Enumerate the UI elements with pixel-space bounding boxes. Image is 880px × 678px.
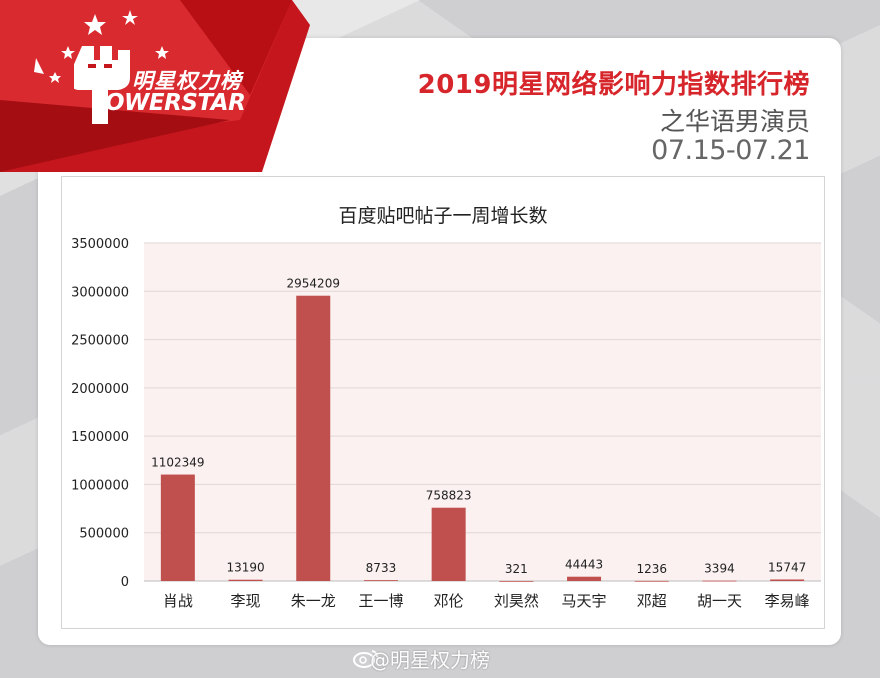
x-tick-label: 李现 <box>231 592 261 610</box>
y-tick-label: 3500000 <box>71 237 129 252</box>
y-tick-label: 2500000 <box>71 334 129 349</box>
data-label: 3394 <box>704 562 735 576</box>
chart-title: 百度贴吧帖子一周增长数 <box>338 205 547 227</box>
data-label: 15747 <box>768 560 806 574</box>
bar <box>363 580 398 581</box>
x-tick-label: 刘昊然 <box>494 592 539 610</box>
plot-background <box>144 243 821 581</box>
x-tick-label: 肖战 <box>163 592 193 610</box>
y-tick-label: 1500000 <box>71 430 129 445</box>
page-subtitle: 之华语男演员 <box>659 107 810 136</box>
data-label: 2954209 <box>287 277 340 291</box>
y-tick-label: 3000000 <box>71 285 129 300</box>
y-tick-label: 2000000 <box>71 382 129 397</box>
x-tick-label: 马天宇 <box>562 592 607 610</box>
bar <box>499 580 534 582</box>
star-icon <box>34 58 44 74</box>
powerstar-logo: 明星权力榜 OWERSTAR <box>74 44 284 124</box>
y-tick-label: 1000000 <box>71 478 129 493</box>
page-title: 2019明星网络影响力指数排行榜 <box>417 70 810 100</box>
y-tick-label: 0 <box>121 575 129 590</box>
x-tick-label: 王一博 <box>358 592 403 610</box>
bar <box>634 580 669 582</box>
x-tick-label: 邓超 <box>637 592 667 610</box>
logo-en-text: OWERSTAR <box>105 90 246 116</box>
bar <box>160 474 195 581</box>
plot-area: 0 500000 1000000 1500000 2000000 2500000 30000… <box>71 237 821 610</box>
data-label: 1102349 <box>151 456 204 470</box>
x-tick-label: 李易峰 <box>765 592 810 610</box>
bar <box>567 576 602 581</box>
bar <box>431 507 466 581</box>
x-tick-label: 胡一天 <box>697 592 742 610</box>
bar <box>702 580 737 582</box>
data-label: 44443 <box>565 558 603 572</box>
bar-chart: 百度贴吧帖子一周增长数 0 500000 1000000 1500000 2000000… <box>71 205 821 610</box>
weibo-icon <box>353 650 378 668</box>
brand-banner <box>0 0 310 172</box>
bar <box>770 579 805 581</box>
bar <box>296 295 331 581</box>
date-range: 07.15-07.21 <box>651 135 810 166</box>
fist-icon <box>74 46 130 124</box>
data-label: 758823 <box>426 489 472 503</box>
data-label: 8733 <box>366 561 397 575</box>
logo-cn-text: 明星权力榜 <box>132 69 242 93</box>
y-tick-label: 500000 <box>79 527 129 542</box>
x-tick-label: 朱一龙 <box>291 592 336 610</box>
chart-container: 百度贴吧帖子一周增长数 0 500000 1000000 1500000 2000000… <box>61 176 825 629</box>
data-label: 1236 <box>636 562 667 576</box>
data-label: 321 <box>505 562 528 576</box>
watermark-text: @明星权力榜 <box>370 648 490 672</box>
x-tick-label: 邓伦 <box>434 592 464 610</box>
data-label: 13190 <box>226 561 264 575</box>
bar <box>228 579 263 581</box>
